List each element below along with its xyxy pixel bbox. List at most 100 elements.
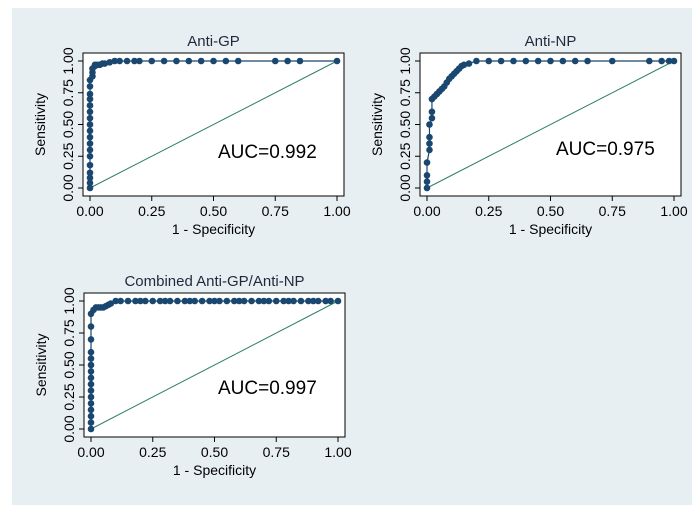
y-tick-label: 0.00 [60,174,76,201]
x-tick-label: 0.50 [201,444,228,460]
x-tick-label: 0.00 [77,444,104,460]
roc-point [322,297,329,305]
roc-point [216,297,223,305]
roc-point [428,108,436,116]
y-tick-label: 0.75 [60,79,76,106]
roc-point [161,297,169,305]
roc-point [86,127,94,135]
roc-point [272,297,280,305]
y-tick-label: 0.25 [60,142,76,169]
roc-point [426,121,433,128]
x-axis-label: 1 - Specificity [172,221,255,237]
roc-point [191,297,199,305]
roc-point [665,57,673,65]
roc-point [198,297,206,305]
roc-point [106,58,114,66]
roc-point [87,348,95,356]
y-tick-label: 0.00 [61,415,77,442]
roc-point [222,57,230,65]
roc-point [290,297,297,305]
roc-point [314,297,322,305]
roc-point [123,57,131,65]
reference-line [89,60,338,189]
y-tick-label: 1.00 [60,47,76,74]
roc-point [87,406,95,414]
reference-line [90,300,339,430]
roc-point [87,336,95,343]
x-tick-label: 0.75 [599,203,626,219]
roc-point [87,387,95,394]
roc-point [658,57,665,65]
x-tick-label: 0.50 [537,203,564,219]
roc-point [87,380,95,388]
roc-point [197,57,205,65]
roc-point [235,297,243,305]
roc-point [206,297,213,305]
roc-point [240,297,248,305]
chart-title: Anti-NP [525,33,577,50]
roc-point [271,57,279,65]
roc-point [166,297,174,305]
x-tick-label: 0.50 [200,203,227,219]
roc-point [160,57,168,65]
x-tick-label: 0.00 [413,203,440,219]
chart-title: Combined Anti-GP/Anti-NP [124,273,304,290]
roc-point [132,297,139,305]
y-tick-label: 1.00 [397,47,413,74]
roc-point [460,61,468,69]
roc-point [87,393,95,401]
roc-point [156,297,164,305]
roc-point [426,146,433,154]
roc-point [423,172,431,179]
y-tick-label: 0.50 [61,351,77,378]
roc-point [142,297,149,305]
roc-point [149,297,157,305]
roc-point [428,114,436,122]
roc-point [86,83,94,90]
roc-point [131,57,138,65]
roc-point [426,133,433,141]
roc-point [255,297,263,305]
roc-point [608,57,616,65]
roc-point [87,374,95,382]
roc-point [86,90,94,98]
roc-point [174,297,181,305]
roc-point [87,355,95,362]
roc-point [86,161,94,169]
chart-title: Anti-GP [187,33,240,50]
roc-point [296,57,304,65]
x-tick-label: 1.00 [323,203,350,219]
roc-point [284,57,291,65]
x-tick-label: 0.00 [76,203,103,219]
roc-point [211,297,218,305]
roc-point [223,297,231,305]
roc-point [234,57,242,65]
roc-point [522,57,530,65]
roc-point [86,121,94,128]
roc-point [87,419,95,426]
roc-point [111,57,118,65]
roc-point [86,174,94,182]
roc-point [136,57,143,65]
y-axis-label: Sensitivity [33,333,49,396]
y-tick-label: 0.25 [61,383,77,410]
auc-annotation: AUC=0.992 [218,142,317,163]
roc-point [423,159,431,166]
y-tick-label: 0.25 [397,142,413,169]
roc-point [87,412,95,420]
roc-point [423,178,431,185]
roc-panel-2: Anti-NP 0.00 0.25 0.50 0.75 1.00 1 - Specifici… [369,33,688,237]
auc-annotation: AUC=0.975 [556,139,655,160]
roc-point [260,297,268,305]
roc-point [116,57,123,65]
roc-point [185,57,193,65]
roc-point [334,297,342,305]
roc-point [280,297,287,305]
y-tick-label: 1.00 [61,287,77,314]
y-tick-label: 0.75 [61,319,77,346]
x-axis-label: 1 - Specificity [173,462,256,478]
roc-panel-3: Combined Anti-GP/Anti-NP 0.00 0.25 0.50 0.75… [33,273,352,478]
roc-point [86,95,94,103]
roc-point [327,297,334,305]
